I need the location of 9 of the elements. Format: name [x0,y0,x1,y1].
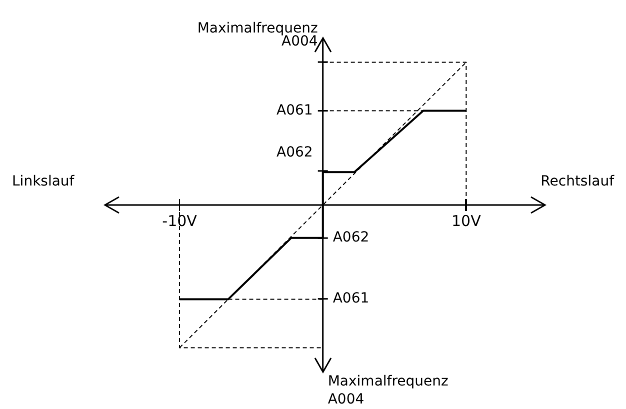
x-tick-label: 10V [451,212,482,230]
text: Maximalfrequenz A004 [328,374,448,408]
annotation: A061 [332,290,370,306]
annotation: A062 [276,144,313,161]
annotation: A061 [276,102,313,118]
text: Linkslauf [12,174,76,190]
annotation: Rechtslauf [540,174,616,190]
x-tick-label: -10V [162,212,198,230]
annotation: A062 [332,230,370,246]
